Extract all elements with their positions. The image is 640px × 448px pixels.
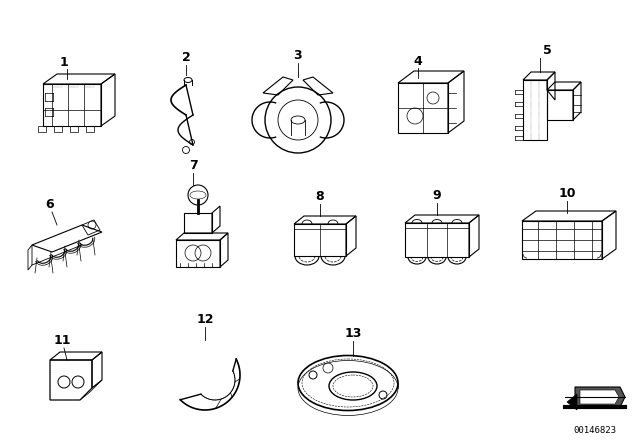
Text: 8: 8: [316, 190, 324, 202]
Text: 11: 11: [53, 333, 71, 346]
Text: 7: 7: [189, 159, 197, 172]
Polygon shape: [567, 394, 577, 410]
Text: 9: 9: [433, 189, 442, 202]
Text: 1: 1: [60, 56, 68, 69]
Polygon shape: [575, 387, 625, 407]
Text: 2: 2: [182, 51, 190, 64]
Text: 6: 6: [45, 198, 54, 211]
Text: 3: 3: [294, 48, 302, 61]
Text: 10: 10: [558, 186, 576, 199]
Text: 5: 5: [543, 43, 552, 56]
Text: 4: 4: [413, 55, 422, 68]
Text: 00146823: 00146823: [573, 426, 616, 435]
Polygon shape: [580, 390, 619, 404]
Text: 13: 13: [344, 327, 362, 340]
Text: 12: 12: [196, 313, 214, 326]
